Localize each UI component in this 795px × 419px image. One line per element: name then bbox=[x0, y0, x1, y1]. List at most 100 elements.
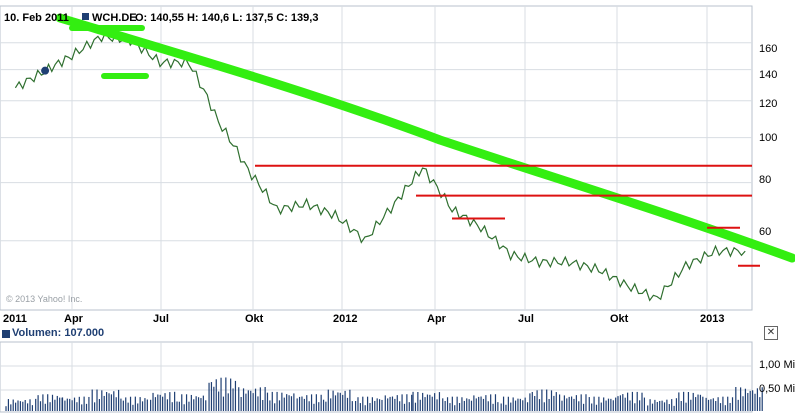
volume-bar bbox=[424, 397, 426, 411]
volume-bar bbox=[502, 396, 505, 411]
volume-bar bbox=[419, 399, 421, 411]
volume-bar bbox=[339, 392, 341, 411]
volume-bar bbox=[106, 392, 108, 411]
volume-bar bbox=[580, 394, 582, 411]
volume-bar-icon bbox=[2, 330, 10, 338]
volume-bar bbox=[595, 404, 598, 411]
volume-bar bbox=[296, 398, 298, 411]
volume-bar bbox=[22, 401, 24, 411]
volume-bar bbox=[546, 389, 548, 411]
volume-bar bbox=[710, 399, 712, 411]
volume-bar bbox=[582, 403, 585, 411]
volume-bar bbox=[96, 389, 98, 411]
volume-bar bbox=[497, 402, 499, 411]
volume-bar bbox=[290, 396, 293, 411]
volume-bar bbox=[200, 398, 202, 411]
volume-bar bbox=[169, 392, 171, 411]
volume-bar bbox=[463, 400, 465, 411]
volume-bar bbox=[695, 397, 697, 411]
volume-bar bbox=[391, 396, 394, 411]
volume-bar bbox=[225, 377, 227, 411]
volume-bar bbox=[639, 400, 641, 411]
volume-bar bbox=[76, 402, 78, 411]
close-volume-button[interactable]: ✕ bbox=[764, 326, 778, 340]
volume-bar bbox=[610, 398, 612, 411]
volume-bar bbox=[146, 399, 148, 411]
volume-bar bbox=[115, 397, 117, 411]
volume-bar bbox=[242, 388, 245, 411]
price-plot-area bbox=[0, 5, 753, 311]
volume-bar bbox=[188, 401, 190, 411]
volume-bar bbox=[31, 405, 34, 411]
volume-bar bbox=[470, 400, 473, 411]
volume-bar bbox=[705, 397, 707, 411]
volume-bar bbox=[555, 392, 557, 411]
volume-bar bbox=[641, 392, 643, 411]
volume-bar bbox=[659, 400, 661, 411]
volume-bar bbox=[514, 400, 517, 411]
volume-bar bbox=[683, 391, 685, 411]
volume-bar bbox=[429, 394, 431, 411]
volume-bar bbox=[487, 401, 489, 411]
volume-bar bbox=[663, 402, 666, 411]
volume-bar bbox=[578, 401, 580, 411]
volume-bar bbox=[313, 403, 315, 411]
volume-bar bbox=[35, 398, 37, 411]
volume-bar bbox=[605, 400, 607, 411]
volume-bar bbox=[566, 398, 568, 411]
volume-bar bbox=[666, 399, 668, 411]
volume-bar bbox=[274, 403, 276, 411]
volume-bar bbox=[103, 395, 105, 411]
y-tick-label: 160 bbox=[759, 43, 777, 55]
volume-bar bbox=[494, 394, 497, 411]
volume-bar bbox=[588, 397, 590, 411]
x-tick-label: 2011 bbox=[3, 313, 27, 325]
volume-bar bbox=[442, 398, 444, 411]
volume-bar bbox=[749, 390, 751, 411]
volume-bar bbox=[538, 399, 541, 411]
volume-bar bbox=[458, 402, 461, 411]
volume-bar bbox=[591, 403, 593, 411]
volume-bar bbox=[162, 396, 164, 411]
volume-bar bbox=[624, 397, 626, 411]
volume-bar bbox=[150, 399, 152, 411]
volume-bar bbox=[157, 394, 159, 411]
volume-bar bbox=[522, 400, 524, 411]
y-tick-label: 120 bbox=[759, 98, 777, 110]
volume-bar bbox=[215, 379, 217, 411]
volume-bar bbox=[266, 392, 269, 411]
volume-bar bbox=[570, 396, 573, 411]
volume-bar bbox=[59, 397, 61, 411]
volume-bar bbox=[318, 402, 320, 411]
volume-bar bbox=[475, 398, 477, 411]
volume-bar bbox=[222, 396, 225, 411]
volume-bar bbox=[54, 399, 56, 411]
volume-bar bbox=[651, 403, 654, 411]
volume-bar bbox=[702, 396, 704, 411]
volume-bar bbox=[480, 396, 482, 411]
volume-bar bbox=[661, 400, 663, 411]
volume-title: Volumen: 107.000 bbox=[12, 327, 105, 339]
volume-bar bbox=[561, 400, 563, 411]
volume-bar bbox=[366, 396, 369, 411]
volume-bar bbox=[17, 400, 19, 411]
volume-bars bbox=[5, 377, 763, 411]
volume-bar bbox=[61, 397, 64, 411]
volume-bar bbox=[306, 395, 308, 411]
volume-bar bbox=[408, 402, 410, 411]
volume-bar bbox=[371, 397, 373, 411]
volume-bar bbox=[426, 394, 429, 411]
volume-bar bbox=[139, 397, 141, 411]
volume-bar bbox=[512, 397, 514, 411]
volume-bar bbox=[94, 402, 96, 411]
volume-bar bbox=[19, 401, 22, 411]
volume-bar bbox=[49, 402, 51, 411]
volume-bar bbox=[359, 403, 361, 411]
volume-bar bbox=[69, 398, 71, 411]
volume-bar bbox=[269, 400, 271, 411]
volume-tick-label: 1,00 Mio bbox=[759, 359, 795, 371]
volume-bar bbox=[330, 398, 332, 411]
volume-bar bbox=[245, 393, 247, 411]
volume-bar bbox=[154, 397, 157, 411]
volume-bar bbox=[536, 390, 538, 411]
